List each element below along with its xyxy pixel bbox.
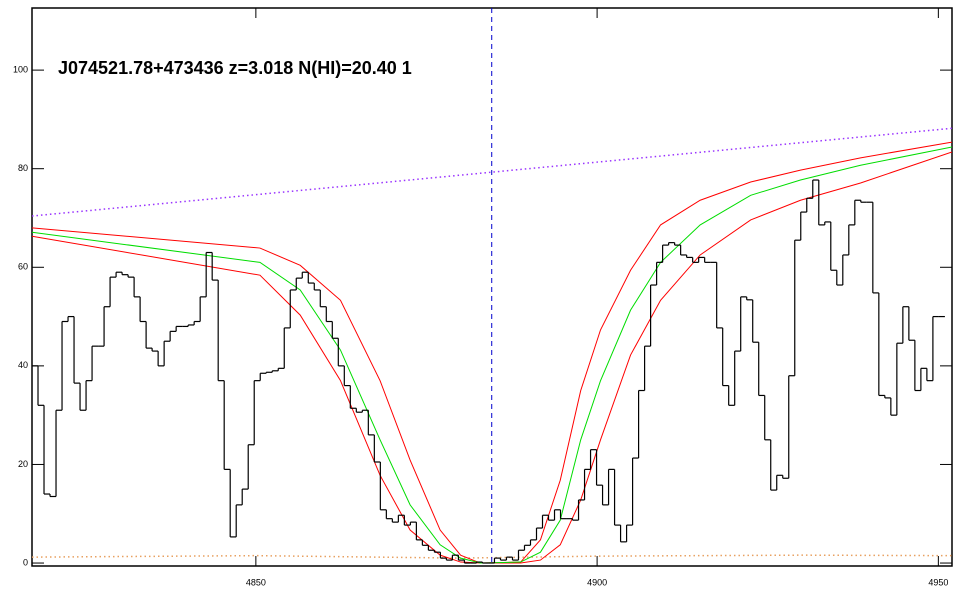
y-tick-label: 20 [18, 459, 28, 469]
y-tick-label: 40 [18, 360, 28, 370]
y-tick-label: 60 [18, 262, 28, 272]
model-line [32, 141, 952, 564]
model-line [32, 127, 952, 217]
model-line [32, 146, 952, 564]
y-tick-label: 0 [23, 557, 28, 567]
x-tick-label: 4900 [587, 577, 607, 587]
chart-title: J074521.78+473436 z=3.018 N(HI)=20.40 1 [58, 58, 412, 78]
y-tick-label: 80 [18, 163, 28, 173]
model-line [32, 151, 952, 564]
y-tick-label: 100 [13, 64, 28, 74]
x-tick-label: 4850 [246, 577, 266, 587]
x-tick-label: 4950 [928, 577, 948, 587]
